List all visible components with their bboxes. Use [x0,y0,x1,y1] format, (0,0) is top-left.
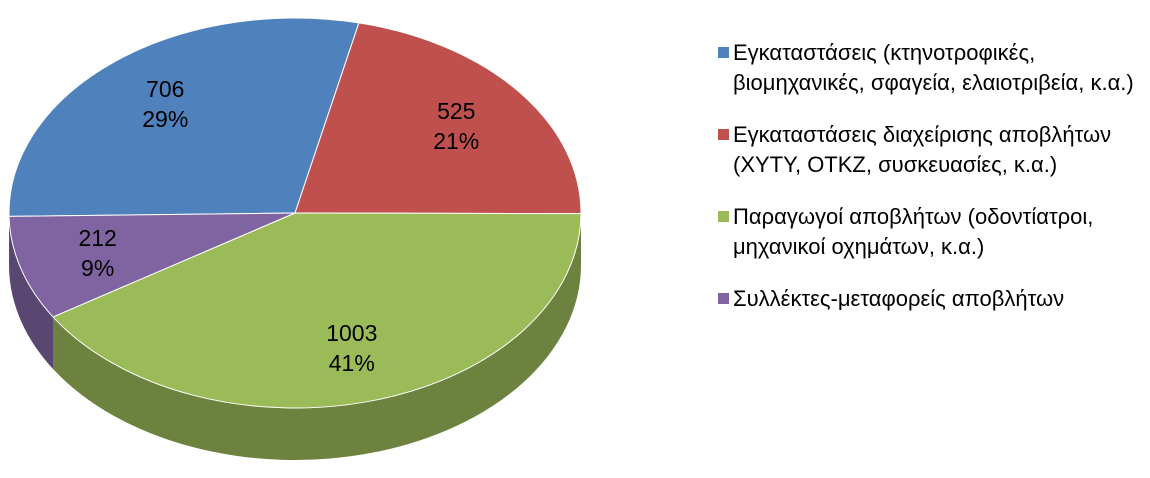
slice-side [9,216,53,369]
slice [52,212,582,409]
value-label: 1003 [326,320,377,346]
legend-swatch [718,129,729,140]
legend-label: Παραγωγοί αποβλήτων (οδοντίατροι, μηχανι… [733,204,1094,259]
legend-item: Εγκαταστάσεις (κτηνοτροφικές, βιομηχανικ… [718,38,1143,98]
legend: Εγκαταστάσεις (κτηνοτροφικές, βιομηχανικ… [718,38,1143,314]
legend-label: Εγκαταστάσεις διαχείρισης αποβλήτων (ΧΥΤ… [733,122,1112,177]
slice [294,22,582,215]
value-label: 525 [437,98,475,124]
legend-item: Εγκαταστάσεις διαχείρισης αποβλήτων (ΧΥΤ… [718,120,1143,180]
slice [8,17,360,217]
legend-label: Εγκαταστάσεις (κτηνοτροφικές, βιομηχανικ… [733,40,1134,95]
legend-item: Συλλέκτες-μεταφορείς αποβλήτων [718,284,1143,314]
percent-label: 21% [433,128,479,154]
slice-side [52,213,581,460]
percent-label: 29% [142,106,188,132]
percent-label: 41% [329,350,375,376]
legend-swatch [718,211,729,222]
legend-item: Παραγωγοί αποβλήτων (οδοντίατροι, μηχανι… [718,202,1143,262]
value-label: 212 [78,225,116,251]
slice [8,212,296,318]
value-label: 706 [146,76,184,102]
legend-swatch [718,293,729,304]
chart: 706 29% 525 21% 1003 41% 212 9% [8,17,582,460]
legend-label: Συλλέκτες-μεταφορείς αποβλήτων [733,286,1065,311]
legend-swatch [718,47,729,58]
percent-label: 9% [81,255,114,281]
